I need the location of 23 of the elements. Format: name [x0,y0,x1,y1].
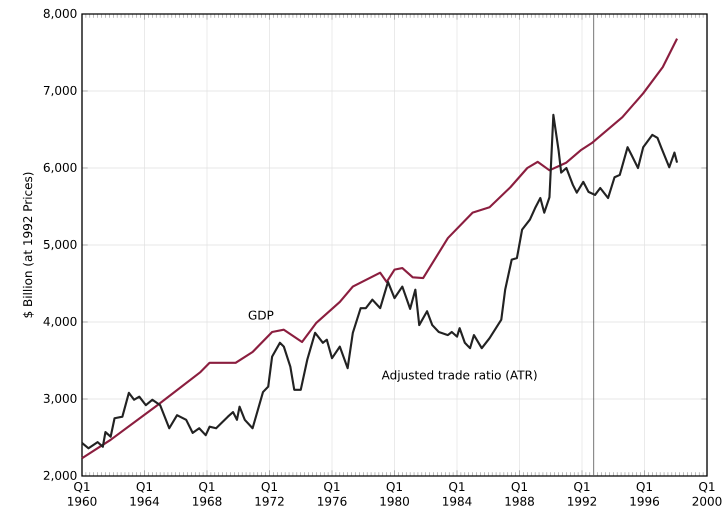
y-tick-label: 3,000 [44,394,76,404]
text: Adjusted trade ratio (ATR) [382,370,537,382]
x-tick-label: Q1 1980 [380,482,409,506]
x-tick-label: Q1 1988 [506,482,534,506]
x-tick-label: Q1 1996 [630,482,660,506]
y-tick-label: 8,000 [44,8,76,20]
x-tick-label: Q1 1976 [318,482,347,506]
series-label: GDP [248,310,274,320]
x-tick-label: Q1 1968 [193,482,222,506]
y-axis-title: $ Billion (at 1992 Prices) [22,172,34,318]
x-tick-label: Q1 2000 [692,482,722,506]
y-tick-label: 2,000 [44,470,76,482]
x-tick-label: Q1 1984 [443,482,472,506]
line-series [80,38,678,460]
x-tick-label: Q1 1972 [256,482,284,506]
x-tick-label: Q1 1960 [68,482,96,506]
y-tick-label: 5,000 [44,240,76,250]
line-series [80,114,678,450]
y-tick-label: 4,000 [44,316,76,328]
y-tick-label: 7,000 [44,86,76,96]
y-tick-label: 6,000 [44,162,76,174]
x-tick-label: Q1 1964 [130,482,160,506]
x-tick-label: Q1 1992 [568,482,596,506]
